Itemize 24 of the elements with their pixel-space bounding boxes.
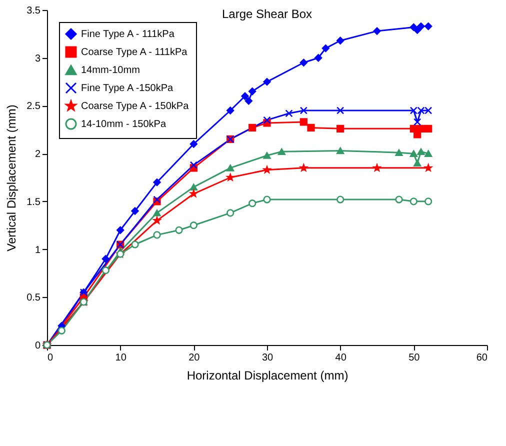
legend-label: Coarse Type A - 111kPa <box>81 47 188 58</box>
x-tick-label: 60 <box>476 352 488 364</box>
x-axis-title: Horizontal Displacement (mm) <box>186 368 348 382</box>
y-tick-label: 3 <box>34 53 41 64</box>
x-tick-label: 50 <box>408 352 420 364</box>
chart-title: Large Shear Box <box>222 7 312 21</box>
legend-label: 14-10mm - 150kPa <box>81 119 166 130</box>
y-tick-label: 2.5 <box>26 101 41 112</box>
x-tick-label: 0 <box>48 352 54 364</box>
legend-label: Fine Type A -150kPa <box>81 83 174 94</box>
legend-label: Fine Type A - 111kPa <box>81 29 175 40</box>
legend-label: Coarse Type A - 150kPa <box>81 101 190 112</box>
y-axis-title: Vertical Displacement (mm) <box>4 104 19 252</box>
x-tick-label: 30 <box>262 352 274 364</box>
x-tick-label: 10 <box>115 352 127 364</box>
y-tick-label: 3.5 <box>26 6 41 16</box>
y-tick-label: 2 <box>34 149 41 160</box>
x-tick-label: 20 <box>188 352 200 364</box>
y-tick-label: 1.5 <box>26 196 41 208</box>
legend-label: 14mm-10mm <box>81 65 140 76</box>
x-tick-label: 40 <box>335 352 347 364</box>
y-tick-label: 0.5 <box>26 292 41 304</box>
y-tick-label: 0 <box>34 340 41 352</box>
y-tick-label: 1 <box>34 244 41 256</box>
